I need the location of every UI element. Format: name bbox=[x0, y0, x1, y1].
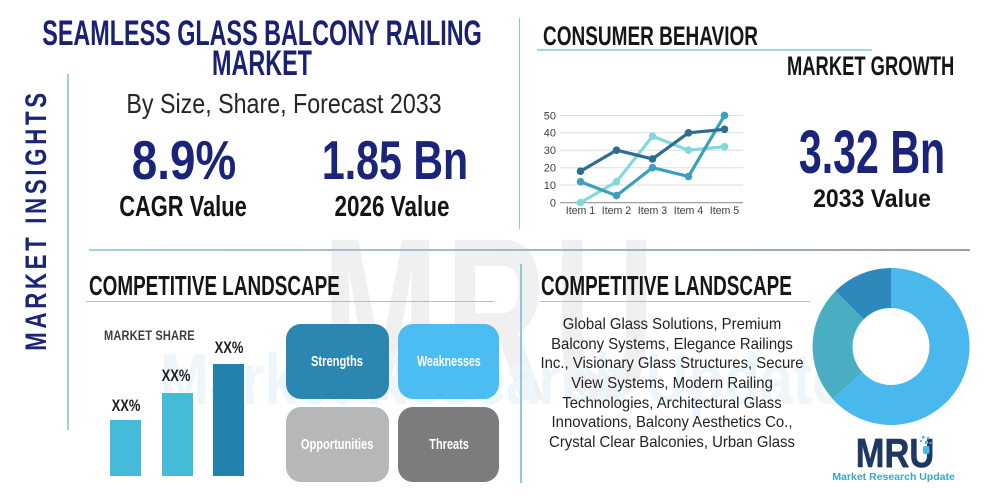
svg-text:Item 2: Item 2 bbox=[602, 205, 632, 217]
svg-text:30: 30 bbox=[544, 145, 556, 157]
svg-text:Item 1: Item 1 bbox=[566, 205, 596, 217]
svg-text:Item 4: Item 4 bbox=[674, 205, 704, 217]
svg-text:Item 5: Item 5 bbox=[710, 205, 740, 217]
svg-text:0: 0 bbox=[550, 197, 556, 209]
svg-text:Item 3: Item 3 bbox=[638, 205, 668, 217]
svg-text:40: 40 bbox=[544, 128, 556, 140]
svg-text:50: 50 bbox=[544, 110, 556, 122]
svg-text:20: 20 bbox=[544, 163, 556, 175]
svg-text:10: 10 bbox=[544, 180, 556, 192]
